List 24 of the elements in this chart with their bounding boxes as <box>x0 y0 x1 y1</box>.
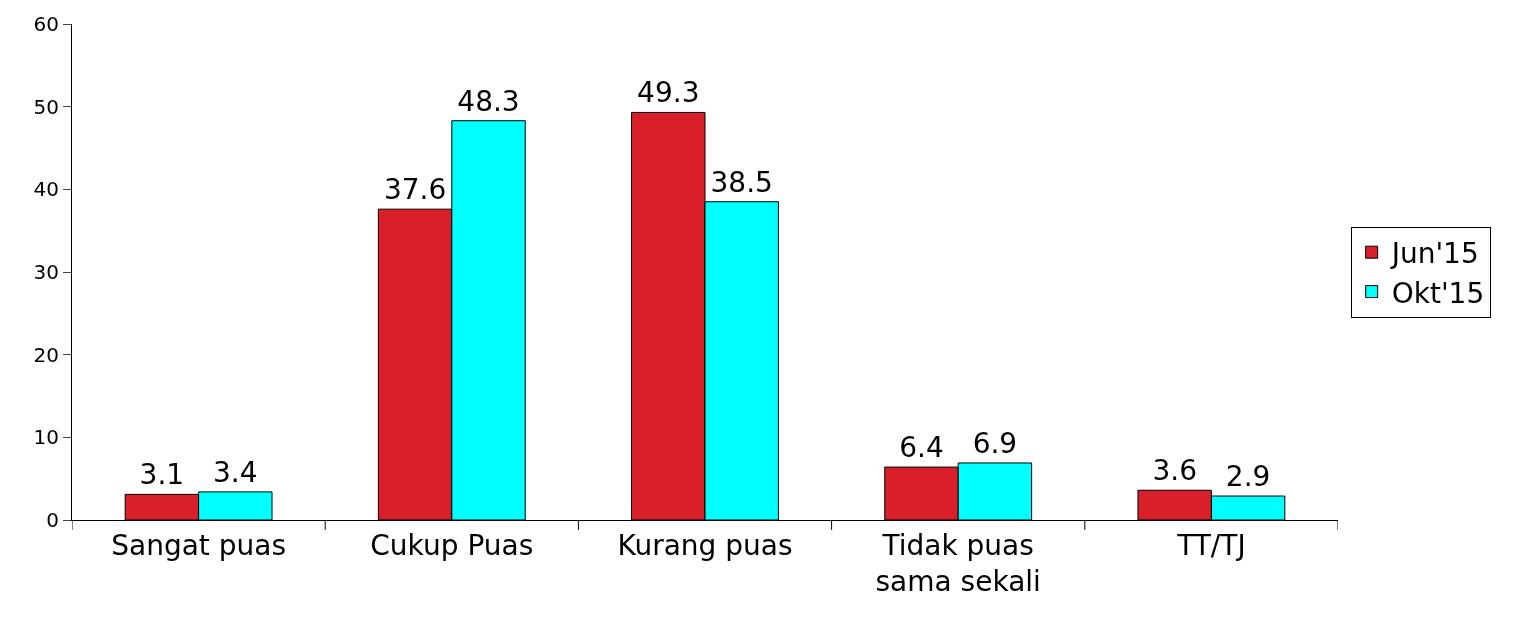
data-label: 37.6 <box>383 173 447 207</box>
data-label: 3.4 <box>213 455 258 489</box>
data-label: 6.9 <box>972 426 1018 460</box>
y-tick-label: 50 <box>33 94 59 119</box>
data-label: 38.5 <box>710 165 773 199</box>
x-tick-label: Kurang puas <box>617 528 793 562</box>
data-label: 2.9 <box>1225 460 1271 494</box>
data-label: 3.1 <box>139 458 185 492</box>
y-tick-label: 20 <box>33 342 59 367</box>
x-tick-label: TT/TJ <box>1176 528 1246 562</box>
x-tick-label: Sangat puas <box>111 528 286 562</box>
x-tick-label: Cukup Puas <box>370 528 534 562</box>
data-label: 3.6 <box>1152 454 1197 488</box>
x-tick-label: Tidak puas sama sekali <box>875 528 1041 598</box>
legend-label: Okt'15 <box>1391 276 1485 310</box>
legend-label: Jun'15 <box>1389 237 1479 271</box>
y-tick-label: 60 <box>33 12 59 36</box>
y-tick-label: 30 <box>33 260 59 284</box>
data-label: 48.3 <box>457 84 520 118</box>
y-tick-label: 40 <box>33 177 59 202</box>
data-label: 49.3 <box>637 76 700 110</box>
data-label: 6.4 <box>899 431 944 465</box>
y-tick-label: 0 <box>46 508 59 532</box>
y-tick-label: 10 <box>33 425 59 450</box>
